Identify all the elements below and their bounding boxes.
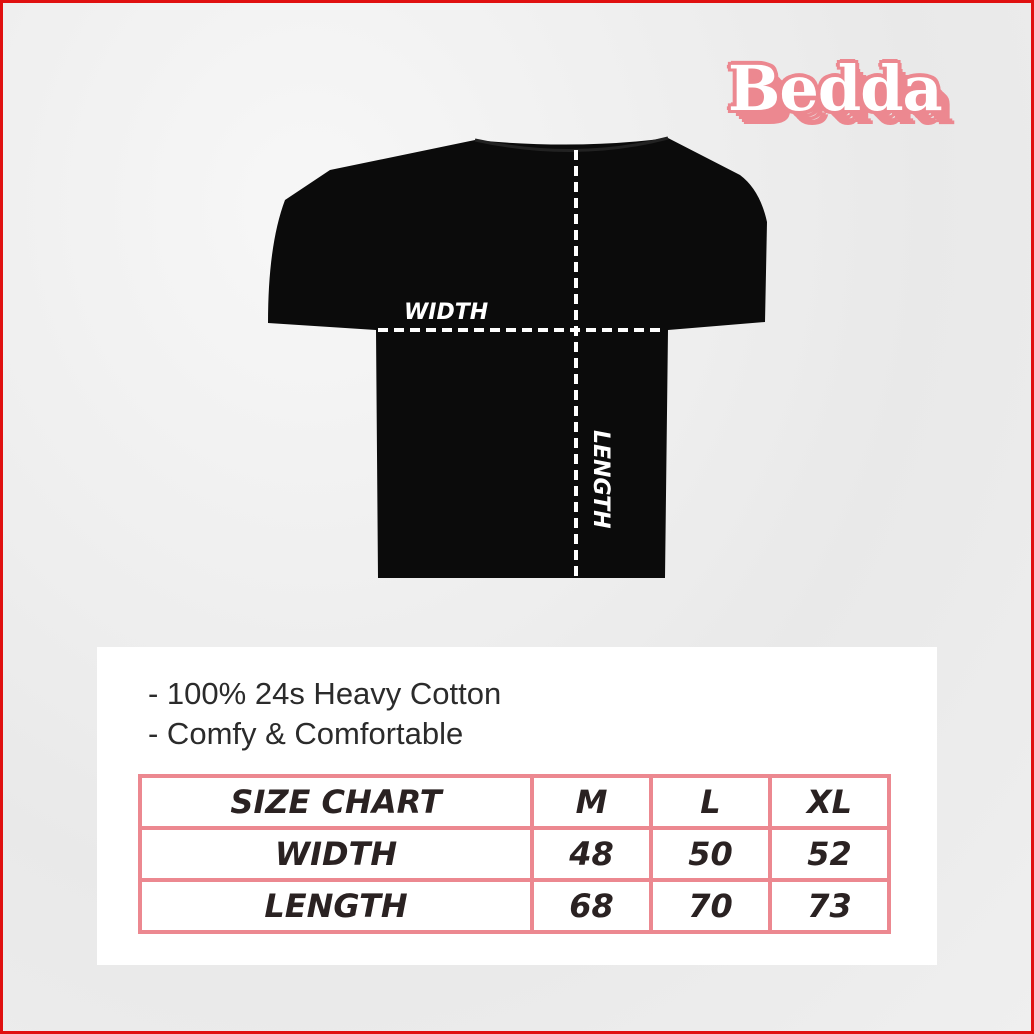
size-m-header: M (530, 774, 653, 830)
brand-logo: Bedda (728, 52, 943, 125)
length-label: LENGTH (588, 430, 613, 529)
cell-value: 70 (649, 878, 772, 934)
row-label: LENGTH (138, 878, 534, 934)
size-xl-header: XL (768, 774, 891, 830)
cell-value: 68 (530, 878, 653, 934)
size-chart-title: SIZE CHART (138, 774, 534, 830)
cell-value: 50 (649, 826, 772, 882)
cell-value: 52 (768, 826, 891, 882)
feature-fabric: - 100% 24s Heavy Cotton (148, 676, 502, 711)
table-row: WIDTH 48 50 52 (138, 826, 891, 882)
table-row: LENGTH 68 70 73 (138, 878, 891, 934)
feature-comfort: - Comfy & Comfortable (148, 716, 464, 751)
row-label: WIDTH (138, 826, 534, 882)
size-l-header: L (649, 774, 772, 830)
width-label: WIDTH (404, 300, 488, 325)
cell-value: 73 (768, 878, 891, 934)
tshirt-shape (268, 138, 767, 578)
table-header-row: SIZE CHART M L XL (138, 774, 891, 830)
tshirt-collar (474, 136, 669, 153)
cell-value: 48 (530, 826, 653, 882)
size-chart-table: SIZE CHART M L XL WIDTH 48 50 52 LENGTH … (138, 774, 891, 934)
